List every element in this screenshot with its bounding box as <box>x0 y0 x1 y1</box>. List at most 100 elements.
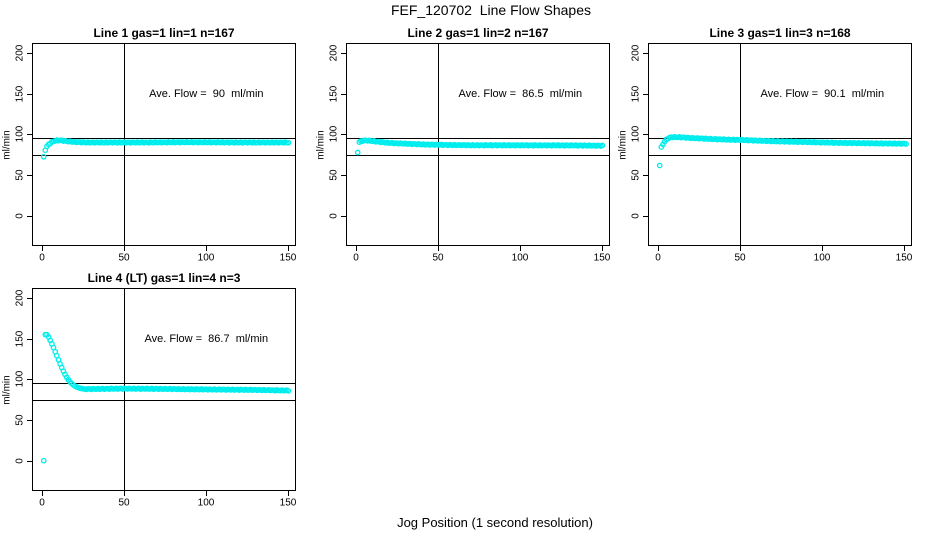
y-tick-mark <box>27 53 32 54</box>
ave-flow-annotation: Ave. Flow = 90.1 ml/min <box>760 87 885 100</box>
x-tick-mark <box>438 246 439 251</box>
x-tick-mark <box>206 491 207 496</box>
y-tick-mark <box>643 175 648 176</box>
panel-title: Line 1 gas=1 lin=1 n=167 <box>93 26 235 40</box>
y-tick-label: 50 <box>14 169 26 181</box>
y-tick-label: 150 <box>14 85 26 103</box>
y-tick-mark <box>27 216 32 217</box>
x-tick-label: 150 <box>279 497 297 509</box>
y-tick-mark <box>643 53 648 54</box>
chart-title: FEF_120702 Line Flow Shapes <box>390 2 592 18</box>
y-tick-label: 0 <box>328 213 340 219</box>
y-tick-mark <box>27 461 32 462</box>
data-point <box>656 162 663 169</box>
y-tick-mark <box>27 94 32 95</box>
y-tick-label: 200 <box>630 44 642 62</box>
x-tick-mark <box>356 246 357 251</box>
x-tick-mark <box>822 246 823 251</box>
panel-title: Line 2 gas=1 lin=2 n=167 <box>407 26 549 40</box>
x-tick-mark <box>124 491 125 496</box>
x-tick-mark <box>740 246 741 251</box>
y-tick-label: 50 <box>630 169 642 181</box>
x-tick-label: 100 <box>511 252 529 264</box>
x-tick-mark <box>904 246 905 251</box>
y-tick-label: 200 <box>14 289 26 307</box>
y-tick-mark <box>341 175 346 176</box>
y-axis-unit-label: ml/min <box>315 129 327 160</box>
x-tick-label: 100 <box>197 497 215 509</box>
x-tick-label: 0 <box>39 252 45 264</box>
x-tick-label: 50 <box>432 252 444 264</box>
y-tick-mark <box>27 339 32 340</box>
flow-scatter <box>40 331 292 464</box>
data-point <box>285 388 292 394</box>
x-tick-label: 150 <box>895 252 913 264</box>
x-tick-label: 150 <box>593 252 611 264</box>
ave-flow-annotation: Ave. Flow = 90 ml/min <box>149 87 264 100</box>
y-tick-label: 100 <box>14 370 26 388</box>
ave-flow-annotation: Ave. Flow = 86.5 ml/min <box>458 87 583 100</box>
x-tick-mark <box>124 246 125 251</box>
reference-line-horizontal <box>33 155 295 156</box>
x-tick-mark <box>602 246 603 251</box>
y-tick-mark <box>643 216 648 217</box>
y-tick-label: 0 <box>630 213 642 219</box>
reference-line-horizontal <box>33 400 295 401</box>
x-tick-label: 0 <box>39 497 45 509</box>
y-tick-mark <box>643 134 648 135</box>
panel-title: Line 3 gas=1 lin=3 n=168 <box>709 26 851 40</box>
reference-line-horizontal <box>347 138 609 139</box>
flow-scatter <box>354 137 606 156</box>
panel-title: Line 4 (LT) gas=1 lin=4 n=3 <box>87 271 241 285</box>
x-tick-label: 50 <box>118 252 130 264</box>
y-tick-label: 200 <box>328 44 340 62</box>
data-point <box>40 153 47 160</box>
y-tick-label: 150 <box>14 330 26 348</box>
y-tick-label: 100 <box>328 125 340 143</box>
reference-line-horizontal <box>33 138 295 139</box>
y-tick-mark <box>341 134 346 135</box>
data-point <box>354 149 361 156</box>
x-tick-label: 150 <box>279 252 297 264</box>
data-point <box>285 139 292 146</box>
x-axis-label: Jog Position (1 second resolution) <box>397 515 593 530</box>
y-tick-label: 50 <box>14 414 26 426</box>
x-tick-label: 100 <box>197 252 215 264</box>
data-point <box>903 141 909 147</box>
y-tick-mark <box>27 420 32 421</box>
data-point <box>40 457 47 464</box>
flow-scatter <box>656 133 909 169</box>
x-tick-mark <box>658 246 659 251</box>
y-tick-label: 0 <box>14 213 26 219</box>
x-tick-mark <box>288 491 289 496</box>
y-tick-mark <box>341 53 346 54</box>
y-axis-unit-label: ml/min <box>1 129 13 160</box>
y-tick-mark <box>341 216 346 217</box>
y-axis-unit-label: ml/min <box>617 129 629 160</box>
y-tick-label: 150 <box>328 85 340 103</box>
x-tick-mark <box>288 246 289 251</box>
x-tick-mark <box>520 246 521 251</box>
x-tick-label: 50 <box>734 252 746 264</box>
x-tick-mark <box>42 491 43 496</box>
x-tick-label: 0 <box>353 252 359 264</box>
y-axis-unit-label: ml/min <box>1 374 13 405</box>
x-tick-label: 50 <box>118 497 130 509</box>
y-tick-mark <box>27 175 32 176</box>
reference-line-horizontal <box>33 383 295 384</box>
x-tick-mark <box>42 246 43 251</box>
y-tick-label: 150 <box>630 85 642 103</box>
y-tick-mark <box>27 134 32 135</box>
y-tick-mark <box>341 94 346 95</box>
y-tick-label: 0 <box>14 458 26 464</box>
reference-line-vertical <box>740 44 741 245</box>
y-tick-label: 100 <box>14 125 26 143</box>
y-tick-mark <box>27 379 32 380</box>
reference-line-horizontal <box>347 155 609 156</box>
reference-line-horizontal <box>649 138 911 139</box>
x-tick-mark <box>206 246 207 251</box>
y-tick-mark <box>643 94 648 95</box>
y-tick-label: 200 <box>14 44 26 62</box>
x-tick-label: 100 <box>813 252 831 264</box>
